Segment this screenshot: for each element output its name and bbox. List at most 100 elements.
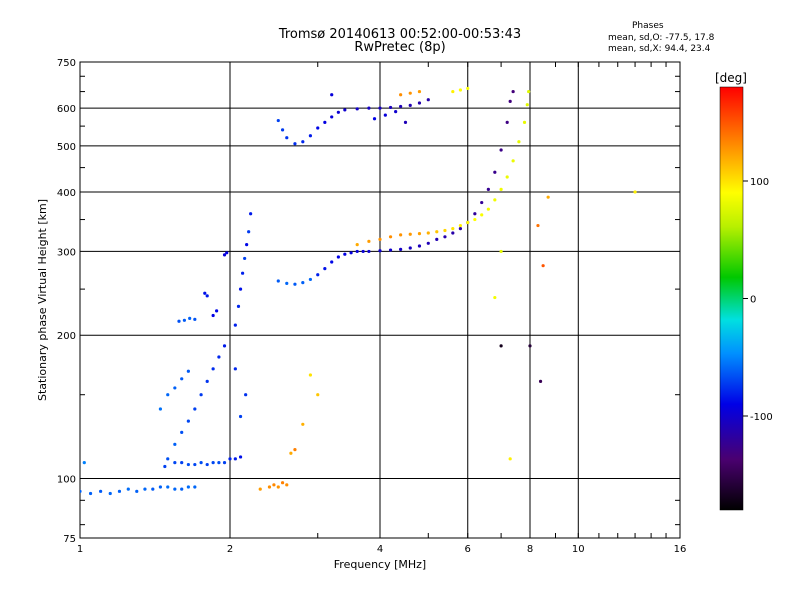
data-point [186,462,190,467]
data-point [541,264,545,268]
y-axis-ticks: 75 100 200 300 400 500 600 750 [57,58,680,545]
data-point [367,106,371,110]
data-point [82,461,86,465]
data-point [633,190,637,194]
data-point [180,430,184,434]
data-point [499,249,503,254]
data-point [355,107,359,111]
data-point [205,294,209,298]
data-point [205,462,209,467]
data-point [308,277,313,282]
x-tick-label: 4 [377,544,383,555]
data-point [417,101,422,105]
y-tick-label: 750 [57,58,76,69]
data-point [355,243,359,247]
data-point [399,104,403,109]
data-point [399,233,403,237]
data-point [280,481,285,485]
data-point [158,407,163,411]
data-point [211,367,215,371]
data-point [378,106,382,110]
data-point [222,461,227,465]
data-point [323,267,327,271]
data-point [173,487,177,491]
data-point [399,247,403,251]
data-point [211,313,215,318]
data-point [522,120,527,124]
data-point [403,120,408,124]
data-point [349,251,353,255]
chart-title: Tromsø 20140613 00:52:00-00:53:43 [278,27,522,42]
data-point [233,367,237,371]
data-point [388,248,393,252]
data-point [285,136,289,140]
data-point [215,309,219,313]
data-point [426,98,430,102]
colorbar-tick-label: 100 [750,177,769,188]
data-point [399,93,403,97]
data-point [316,126,320,130]
x-axis-label: Frequency [MHz] [334,558,426,571]
x-axis-ticks: 1 2 4 6 8 10 16 [77,62,686,555]
data-point [343,108,347,112]
data-point [527,89,531,94]
data-point [258,487,262,491]
data-point [244,393,248,397]
data-point [378,249,382,253]
data-point [528,344,532,348]
data-point [222,344,227,348]
data-point [186,369,190,373]
data-point [182,318,186,322]
data-point [426,241,430,245]
data-point [443,235,447,239]
data-point [99,489,103,493]
data-point [151,487,155,491]
data-point [108,491,112,496]
data-point [451,227,455,231]
data-point [330,93,334,97]
data-point [280,128,285,132]
data-point [511,159,515,163]
data-point [451,89,455,94]
data-point [276,279,280,283]
data-point [316,393,320,397]
y-tick-label: 100 [57,475,76,486]
data-point [180,377,184,381]
data-point [186,485,190,489]
data-point [80,489,82,493]
data-point [243,256,247,261]
colorbar-label: [deg] [715,71,747,85]
data-point [225,251,229,255]
data-point [247,230,251,234]
y-tick-label: 500 [57,142,76,153]
data-point [451,231,455,235]
data-point [233,323,237,327]
data-point [486,207,490,211]
x-tick-label: 6 [465,544,471,555]
x-tick-label: 8 [527,544,533,555]
data-point [236,304,241,308]
data-point [435,237,439,241]
data-point [180,487,184,491]
data-point [289,451,293,455]
data-point [394,110,398,114]
stats-heading: Phases [632,21,664,31]
stats-line-o: mean, sd,O: -77.5, 17.8 [608,33,715,43]
x-tick-label: 1 [77,544,83,555]
data-point [301,140,305,144]
data-point [238,287,243,291]
data-point [166,485,170,489]
data-point [466,86,470,91]
data-point [525,103,529,107]
colorbar-gradient [719,86,744,511]
data-point [336,110,340,114]
data-point [417,89,422,94]
data-point [301,422,305,426]
y-tick-label: 75 [63,534,76,545]
data-point [417,232,422,236]
data-point [193,462,197,467]
colorbar-tick-label: 0 [750,295,756,306]
data-point [473,212,477,216]
data-point [508,99,512,103]
